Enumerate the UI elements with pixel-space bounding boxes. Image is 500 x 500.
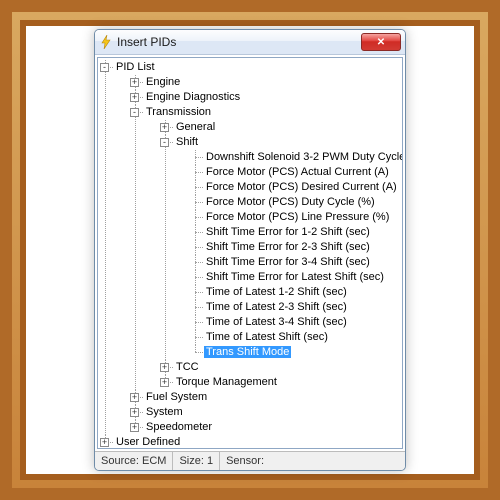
tree-node-tcc[interactable]: + TCC xyxy=(160,360,402,375)
expander-minus-icon[interactable]: - xyxy=(160,138,169,147)
node-label: Force Motor (PCS) Line Pressure (%) xyxy=(204,211,391,223)
lightning-icon xyxy=(99,35,113,49)
node-label: Time of Latest Shift (sec) xyxy=(204,331,330,343)
node-label: General xyxy=(174,121,217,133)
status-size-label: Size: xyxy=(179,455,203,467)
tree-leaf[interactable]: Shift Time Error for 1-2 Shift (sec) xyxy=(190,225,402,240)
tree-leaf[interactable]: Time of Latest Shift (sec) xyxy=(190,330,402,345)
node-label: Shift xyxy=(174,136,200,148)
node-label: Time of Latest 1-2 Shift (sec) xyxy=(204,286,349,298)
tree-node-system[interactable]: + System xyxy=(130,405,402,420)
tree-node-engine[interactable]: + Engine xyxy=(130,75,402,90)
node-label: Fuel System xyxy=(144,391,209,403)
tree-leaf[interactable]: Time of Latest 1-2 Shift (sec) xyxy=(190,285,402,300)
decorative-frame-outer: Insert PIDs ✕ - PID List + Engine xyxy=(0,0,500,500)
tree-leaf[interactable]: Time of Latest 2-3 Shift (sec) xyxy=(190,300,402,315)
expander-plus-icon[interactable]: + xyxy=(130,423,139,432)
insert-pids-window: Insert PIDs ✕ - PID List + Engine xyxy=(94,29,406,471)
tree-node-general[interactable]: + General xyxy=(160,120,402,135)
tree-leaf[interactable]: Force Motor (PCS) Duty Cycle (%) xyxy=(190,195,402,210)
close-button[interactable]: ✕ xyxy=(361,33,401,51)
expander-plus-icon[interactable]: + xyxy=(130,408,139,417)
tree-leaf[interactable]: Shift Time Error for Latest Shift (sec) xyxy=(190,270,402,285)
node-label: Shift Time Error for Latest Shift (sec) xyxy=(204,271,386,283)
tree-leaf[interactable]: Force Motor (PCS) Actual Current (A) xyxy=(190,165,402,180)
tree-leaf[interactable]: Time of Latest 3-4 Shift (sec) xyxy=(190,315,402,330)
expander-plus-icon[interactable]: + xyxy=(130,78,139,87)
tree-node-engine-diagnostics[interactable]: + Engine Diagnostics xyxy=(130,90,402,105)
node-label: Engine xyxy=(144,76,182,88)
tree-node-pid-list[interactable]: - PID List + Engine + Engine Diagnostics xyxy=(100,60,402,435)
node-label: Time of Latest 2-3 Shift (sec) xyxy=(204,301,349,313)
node-label: User Defined xyxy=(114,436,182,448)
statusbar: Source: ECM Size: 1 Sensor: xyxy=(95,451,405,470)
tree-node-shift[interactable]: - Shift Downshift Solenoid 3-2 PWM Duty … xyxy=(160,135,402,360)
node-label: Trans Shift Mode xyxy=(204,346,291,358)
status-size-value: 1 xyxy=(207,455,213,467)
status-source: Source: ECM xyxy=(95,452,173,470)
close-icon: ✕ xyxy=(377,37,385,48)
status-sensor: Sensor: xyxy=(220,452,405,470)
tree-node-transmission[interactable]: - Transmission + General - Shi xyxy=(130,105,402,390)
expander-minus-icon[interactable]: - xyxy=(100,63,109,72)
node-label: TCC xyxy=(174,361,201,373)
node-label: Downshift Solenoid 3-2 PWM Duty Cycle (%… xyxy=(204,151,403,163)
decorative-frame-inner: Insert PIDs ✕ - PID List + Engine xyxy=(20,20,480,480)
tree-leaf[interactable]: Force Motor (PCS) Line Pressure (%) xyxy=(190,210,402,225)
status-source-label: Source: xyxy=(101,455,139,467)
titlebar[interactable]: Insert PIDs ✕ xyxy=(95,30,405,55)
node-label: Force Motor (PCS) Actual Current (A) xyxy=(204,166,391,178)
status-size: Size: 1 xyxy=(173,452,220,470)
expander-plus-icon[interactable]: + xyxy=(100,438,109,447)
expander-plus-icon[interactable]: + xyxy=(130,93,139,102)
expander-plus-icon[interactable]: + xyxy=(130,393,139,402)
node-label: Speedometer xyxy=(144,421,214,433)
tree-leaf-selected[interactable]: Trans Shift Mode xyxy=(190,345,402,360)
tree-leaf[interactable]: Shift Time Error for 2-3 Shift (sec) xyxy=(190,240,402,255)
node-label: Shift Time Error for 3-4 Shift (sec) xyxy=(204,256,372,268)
node-label: Shift Time Error for 1-2 Shift (sec) xyxy=(204,226,372,238)
expander-plus-icon[interactable]: + xyxy=(160,123,169,132)
node-label: Shift Time Error for 2-3 Shift (sec) xyxy=(204,241,372,253)
node-label: Time of Latest 3-4 Shift (sec) xyxy=(204,316,349,328)
node-label: Force Motor (PCS) Desired Current (A) xyxy=(204,181,399,193)
window-title: Insert PIDs xyxy=(117,35,361,49)
expander-minus-icon[interactable]: - xyxy=(130,108,139,117)
node-label: Transmission xyxy=(144,106,213,118)
tree-node-torque-management[interactable]: + Torque Management xyxy=(160,375,402,390)
tree-node-user-defined[interactable]: + User Defined xyxy=(100,435,402,449)
node-label: Torque Management xyxy=(174,376,279,388)
status-sensor-label: Sensor: xyxy=(226,455,264,467)
tree-node-fuel-system[interactable]: + Fuel System xyxy=(130,390,402,405)
node-label: PID List xyxy=(114,61,157,73)
node-label: Engine Diagnostics xyxy=(144,91,242,103)
expander-plus-icon[interactable]: + xyxy=(160,363,169,372)
tree-leaf[interactable]: Downshift Solenoid 3-2 PWM Duty Cycle (%… xyxy=(190,150,402,165)
status-source-value: ECM xyxy=(142,455,166,467)
node-label: Force Motor (PCS) Duty Cycle (%) xyxy=(204,196,377,208)
pid-tree[interactable]: - PID List + Engine + Engine Diagnostics xyxy=(97,57,403,449)
tree-node-speedometer[interactable]: + Speedometer xyxy=(130,420,402,435)
tree-leaf[interactable]: Shift Time Error for 3-4 Shift (sec) xyxy=(190,255,402,270)
expander-plus-icon[interactable]: + xyxy=(160,378,169,387)
node-label: System xyxy=(144,406,185,418)
tree-leaf[interactable]: Force Motor (PCS) Desired Current (A) xyxy=(190,180,402,195)
